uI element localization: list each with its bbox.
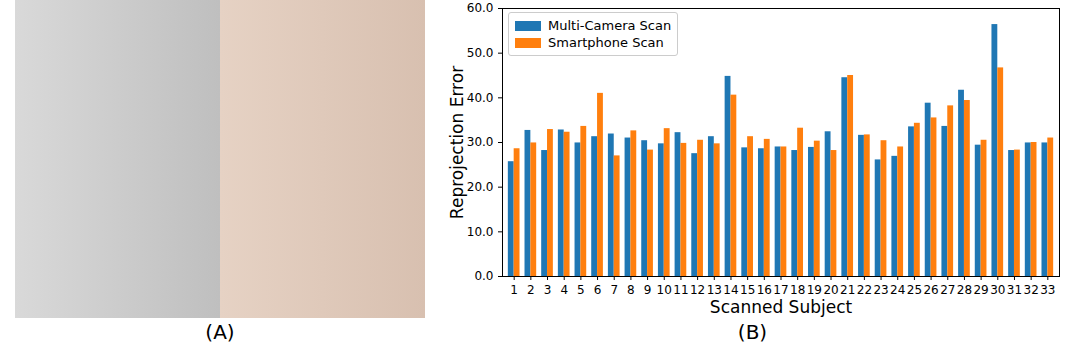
html-text:Smartphone Scan: Smartphone Scan (548, 35, 664, 50)
svg-text:19: 19 (807, 283, 822, 297)
svg-text:17: 17 (773, 283, 788, 297)
svg-text:26: 26 (923, 283, 938, 297)
svg-text:60.0: 60.0 (467, 1, 494, 15)
svg-text:11: 11 (673, 283, 688, 297)
html-text:Multi-Camera Scan: Multi-Camera Scan (548, 18, 672, 33)
svg-text:50.0: 50.0 (467, 46, 494, 60)
svg-text:30.0: 30.0 (467, 135, 494, 149)
svg-text:10: 10 (657, 283, 672, 297)
svg-text:0.0: 0.0 (474, 269, 493, 283)
svg-text:20: 20 (823, 283, 838, 297)
html-text:(B): (B) (737, 320, 768, 344)
svg-text:18: 18 (790, 283, 805, 297)
svg-text:9: 9 (644, 283, 652, 297)
svg-text:32: 32 (1024, 283, 1039, 297)
svg-text:4: 4 (560, 283, 568, 297)
svg-text:21: 21 (840, 283, 855, 297)
svg-text:24: 24 (890, 283, 905, 297)
svg-text:12: 12 (690, 283, 705, 297)
svg-text:7: 7 (610, 283, 618, 297)
svg-text:33: 33 (1040, 283, 1055, 297)
svg-text:23: 23 (873, 283, 888, 297)
svg-text:30: 30 (990, 283, 1005, 297)
svg-text:3: 3 (544, 283, 552, 297)
svg-text:10.0: 10.0 (467, 225, 494, 239)
svg-text:20.0: 20.0 (467, 180, 494, 194)
svg-text:6: 6 (594, 283, 602, 297)
svg-text:1: 1 (510, 283, 518, 297)
svg-text:40.0: 40.0 (467, 91, 494, 105)
svg-text:22: 22 (857, 283, 872, 297)
html-text:(A): (A) (205, 320, 235, 344)
svg-text:2: 2 (527, 283, 535, 297)
svg-text:5: 5 (577, 283, 585, 297)
svg-text:Scanned Subject: Scanned Subject (710, 297, 853, 317)
svg-text:28: 28 (957, 283, 972, 297)
svg-text:15: 15 (740, 283, 755, 297)
svg-text:8: 8 (627, 283, 635, 297)
svg-text:16: 16 (757, 283, 772, 297)
svg-text:25: 25 (907, 283, 922, 297)
svg-text:27: 27 (940, 283, 955, 297)
svg-text:31: 31 (1007, 283, 1022, 297)
svg-text:14: 14 (723, 283, 738, 297)
svg-text:13: 13 (707, 283, 722, 297)
svg-text:29: 29 (973, 283, 988, 297)
svg-text:Reprojection Error: Reprojection Error (447, 66, 467, 219)
